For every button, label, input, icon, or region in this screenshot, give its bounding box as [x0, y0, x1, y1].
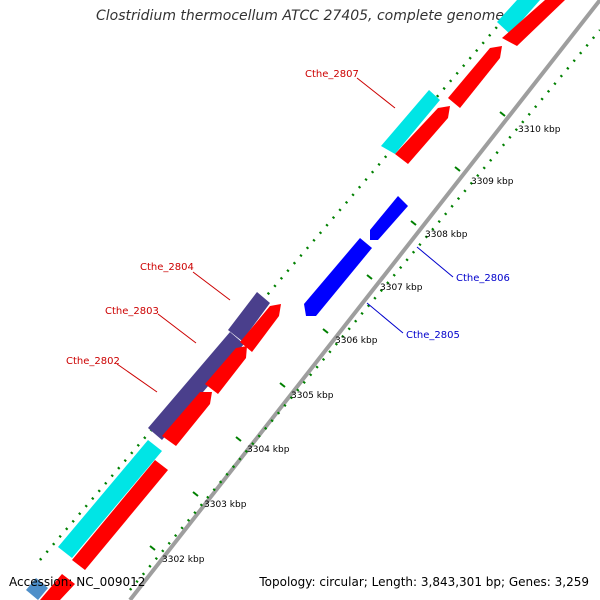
tick-mark — [454, 166, 461, 172]
gene-purple-2804 — [228, 292, 270, 341]
gene-label-cthe-2804: Cthe_2804 — [140, 262, 194, 273]
gene-cyan-top — [497, 0, 540, 34]
gene-red-bottom — [40, 574, 75, 600]
tick-mark — [149, 545, 156, 551]
leader-line-cthe-2804 — [192, 271, 231, 301]
gene-red-upper — [448, 46, 502, 108]
gene-red-2802 — [162, 392, 212, 446]
gene-label-cthe-2806: Cthe_2806 — [456, 273, 510, 284]
tick-label: 3306 kbp — [335, 336, 378, 346]
tick-label: 3309 kbp — [471, 177, 514, 187]
leader-line-cthe-2802 — [116, 363, 158, 393]
genome-summary-text: Topology: circular; Length: 3,843,301 bp… — [259, 575, 589, 589]
outer-dotted-track — [39, 0, 521, 561]
gene-cyan-2807 — [381, 90, 440, 154]
gene-cyan-lower — [58, 440, 162, 558]
gene-blue-2806 — [370, 196, 408, 240]
tick-label: 3303 kbp — [204, 500, 247, 510]
tick-label: 3307 kbp — [380, 283, 423, 293]
tick-mark — [235, 436, 242, 442]
gene-purple-2802-2803 — [148, 332, 244, 440]
tick-mark — [410, 220, 417, 226]
tick-mark — [192, 491, 199, 497]
tick-mark — [366, 274, 373, 280]
tick-label: 3308 kbp — [425, 230, 468, 240]
gene-label-cthe-2805: Cthe_2805 — [406, 330, 460, 341]
leader-line-cthe-2806 — [416, 246, 454, 278]
gene-red-2807 — [395, 106, 450, 164]
gene-red-2804 — [240, 304, 281, 352]
tick-label: 3302 kbp — [162, 555, 205, 565]
gene-steelblue-bottom — [26, 578, 48, 600]
leader-line-cthe-2805 — [366, 302, 404, 334]
leader-line-cthe-2807 — [356, 77, 396, 109]
gene-label-cthe-2807: Cthe_2807 — [305, 69, 359, 80]
tick-mark — [279, 382, 286, 388]
leader-line-cthe-2803 — [157, 313, 197, 344]
gene-red-top — [502, 0, 565, 46]
accession-text: Accession: NC_009012 — [9, 575, 146, 589]
map-title: Clostridium thermocellum ATCC 27405, com… — [96, 8, 504, 24]
inner-dotted-track — [129, 29, 600, 591]
backbone-line — [128, 0, 600, 600]
tick-mark — [499, 111, 506, 117]
tick-label: 3310 kbp — [518, 125, 561, 135]
gene-blue-2805 — [304, 238, 372, 316]
gene-label-cthe-2803: Cthe_2803 — [105, 306, 159, 317]
tick-mark — [322, 328, 329, 334]
tick-label: 3305 kbp — [291, 391, 334, 401]
tick-label: 3304 kbp — [247, 445, 290, 455]
gene-label-cthe-2802: Cthe_2802 — [66, 356, 120, 367]
gene-red-2803 — [205, 346, 247, 394]
gene-red-lower — [72, 460, 168, 570]
